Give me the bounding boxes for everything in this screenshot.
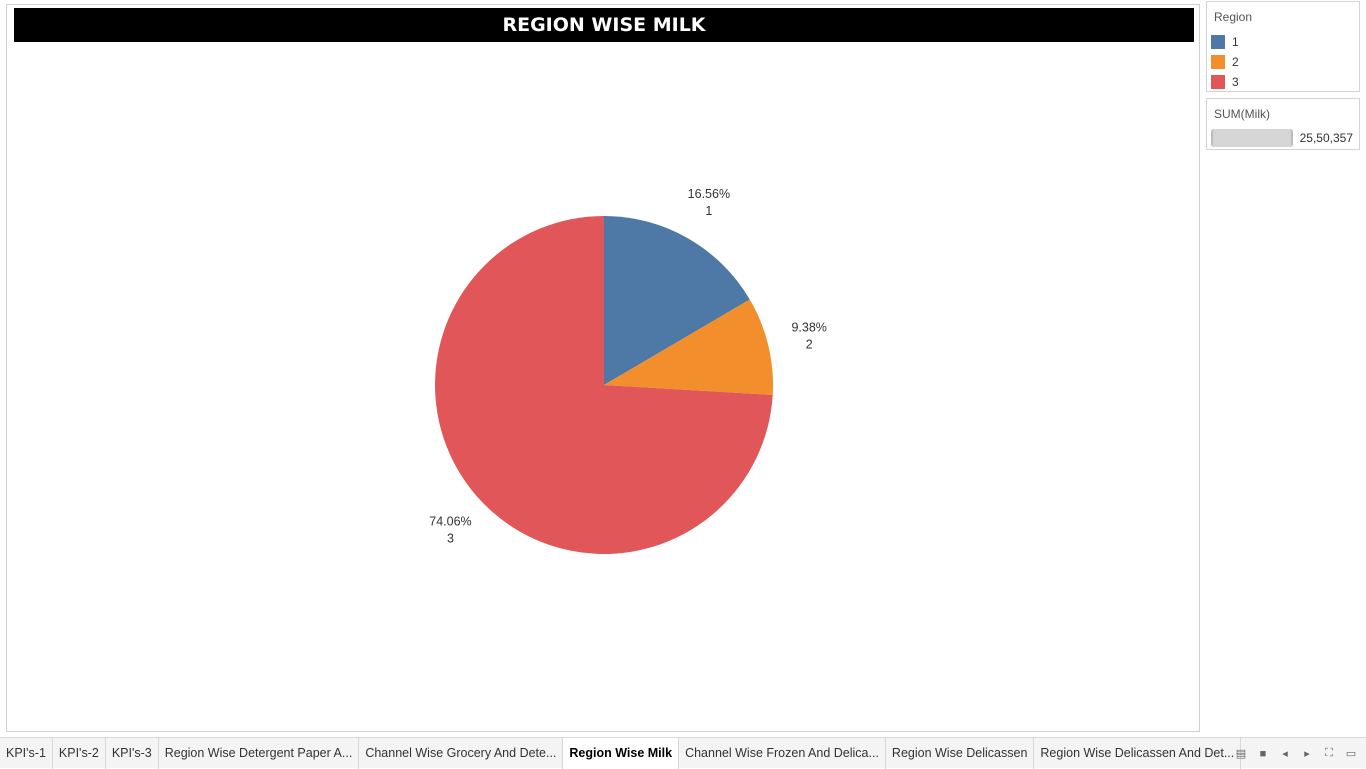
sheet-tab[interactable]: KPI's-2: [53, 738, 106, 769]
slice-percent-label: 74.06%: [429, 515, 471, 529]
slice-category-label: 3: [447, 532, 454, 546]
size-legend-title: SUM(Milk): [1214, 107, 1270, 121]
tab-controls: ▤ ■ ◂ ▸ ⛶ ▭: [1230, 738, 1362, 769]
sheet-tab-bar: KPI's-1 KPI's-2 KPI's-3 Region Wise Deterge…: [0, 737, 1366, 769]
sheet-tab[interactable]: Region Wise Milk: [563, 738, 680, 769]
slice-percent-label: 9.38%: [791, 321, 826, 335]
legend-list: 1 2 3: [1211, 32, 1359, 92]
pie-slice-1[interactable]: [604, 216, 750, 385]
size-legend-value: 25,50,357: [1299, 131, 1353, 145]
color-legend: Region 1 2 3: [1206, 1, 1360, 92]
sheet-tab[interactable]: Channel Wise Frozen And Delica...: [679, 738, 886, 769]
sheet-tab[interactable]: Channel Wise Grocery And Dete...: [359, 738, 564, 769]
fullscreen-icon[interactable]: ⛶: [1325, 747, 1333, 759]
sheet-tab[interactable]: Region Wise Detergent Paper A...: [159, 738, 360, 769]
legend-item-2[interactable]: 2: [1211, 52, 1359, 72]
worksheet-title: REGION WISE MILK: [14, 8, 1194, 42]
legend-label: 1: [1232, 35, 1239, 49]
pie-chart: 16.56% 1 9.38% 2 74.06% 3: [429, 187, 827, 554]
slice-category-label: 2: [806, 338, 813, 352]
show-tabs-icon[interactable]: ■: [1259, 747, 1267, 760]
sheet-tab[interactable]: KPI's-1: [0, 738, 53, 769]
previous-sheet-icon[interactable]: ◂: [1282, 748, 1288, 760]
slice-category-label: 1: [705, 204, 712, 218]
pie-slice-3[interactable]: [434, 216, 773, 554]
worksheet-view: REGION WISE MILK 16.56% 1 9.38% 2 74.06% 3: [6, 4, 1200, 732]
legend-item-3[interactable]: 3: [1211, 72, 1359, 92]
legend-title: Region: [1214, 10, 1253, 24]
legend-label: 2: [1232, 55, 1239, 69]
legend-swatch: [1211, 75, 1225, 89]
show-filmstrip-icon[interactable]: ▤: [1235, 748, 1247, 760]
size-legend-bar: [1211, 129, 1293, 147]
sheet-tabs: KPI's-1 KPI's-2 KPI's-3 Region Wise Deterge…: [0, 738, 1242, 769]
sheet-tab[interactable]: Region Wise Delicassen: [886, 738, 1035, 769]
legend-swatch: [1211, 55, 1225, 69]
presentation-mode-icon[interactable]: ▭: [1345, 748, 1357, 760]
pie-slice-2[interactable]: [604, 299, 773, 395]
size-legend: SUM(Milk) 25,50,357: [1206, 98, 1360, 150]
next-sheet-icon[interactable]: ▸: [1304, 748, 1310, 760]
legend-swatch: [1211, 35, 1225, 49]
legend-item-1[interactable]: 1: [1211, 32, 1359, 52]
sheet-tab[interactable]: Region Wise Delicassen And Det...: [1034, 738, 1242, 769]
sheet-tab[interactable]: KPI's-3: [106, 738, 159, 769]
legend-label: 3: [1232, 75, 1239, 89]
slice-percent-label: 16.56%: [688, 187, 730, 201]
